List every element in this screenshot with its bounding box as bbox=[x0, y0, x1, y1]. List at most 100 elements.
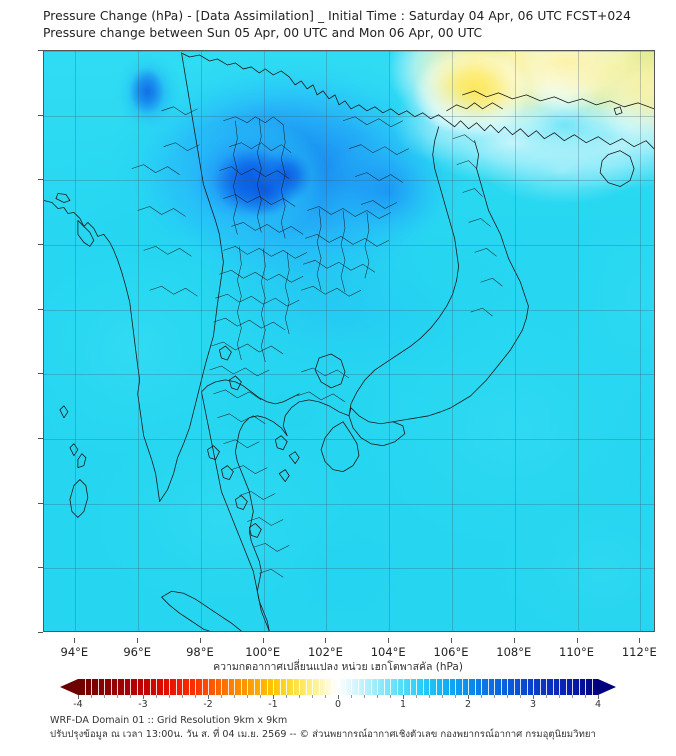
gridline-lat bbox=[44, 568, 654, 570]
colorbar-separator bbox=[104, 679, 105, 695]
lat-tick bbox=[38, 438, 43, 439]
colorbar-separator bbox=[357, 679, 359, 695]
colorbar-separator bbox=[169, 679, 170, 695]
lon-tick-label: 110°E bbox=[559, 645, 595, 659]
lon-tick-label: 106°E bbox=[433, 645, 469, 659]
colorbar-minor-tick bbox=[572, 695, 573, 698]
colorbar-separator bbox=[221, 679, 222, 695]
colorbar-separator bbox=[422, 679, 424, 695]
colorbar-separator bbox=[351, 679, 352, 695]
colorbar-tick-label: 0 bbox=[334, 699, 342, 710]
colorbar-minor-tick bbox=[364, 695, 365, 698]
colorbar-minor-tick bbox=[481, 695, 482, 698]
colorbar-separator bbox=[435, 679, 437, 695]
colorbar-separator bbox=[188, 679, 190, 695]
colorbar-separator bbox=[110, 679, 112, 695]
page-title: Pressure Change (hPa) - [Data Assimilati… bbox=[43, 9, 632, 23]
colorbar-separator bbox=[559, 679, 560, 695]
latitude-axis: 4°N6°N8°N10°N12°N14°N16°N18°N20°N22°N bbox=[0, 50, 43, 633]
colorbar-separator bbox=[338, 679, 339, 695]
colorbar-tick-label: 4 bbox=[594, 699, 602, 710]
colorbar-separator bbox=[292, 679, 294, 695]
colorbar-minor-tick bbox=[351, 695, 352, 698]
colorbar-separator bbox=[325, 679, 326, 695]
lon-tick-label: 94°E bbox=[60, 645, 89, 659]
colorbar-minor-tick bbox=[221, 695, 222, 698]
colorbar-tick bbox=[533, 695, 534, 699]
colorbar-minor-tick bbox=[91, 695, 92, 698]
gridline-lat bbox=[44, 309, 654, 311]
gridline-lat bbox=[44, 180, 654, 182]
colorbar-tick-label: -3 bbox=[138, 699, 148, 710]
colorbar-minor-tick bbox=[117, 695, 118, 698]
colorbar-separator bbox=[429, 679, 430, 695]
colorbar-minor-tick bbox=[234, 695, 235, 698]
colorbar-separator bbox=[520, 679, 521, 695]
colorbar-separator bbox=[136, 679, 138, 695]
colorbar-separator bbox=[494, 679, 495, 695]
colorbar-extend-low-arrow bbox=[60, 679, 78, 695]
lon-tick-label: 104°E bbox=[370, 645, 406, 659]
colorbar-separator bbox=[253, 679, 255, 695]
colorbar-minor-tick bbox=[325, 695, 326, 698]
colorbar-tick bbox=[208, 695, 209, 699]
colorbar-separator bbox=[234, 679, 235, 695]
colorbar-separator bbox=[507, 679, 508, 695]
colorbar-tick bbox=[598, 695, 599, 699]
footer-domain-info: WRF-DA Domain 01 :: Grid Resolution 9km … bbox=[50, 715, 288, 726]
colorbar-separator bbox=[364, 679, 365, 695]
colorbar-band-separators bbox=[78, 679, 598, 695]
colorbar-separator bbox=[260, 679, 261, 695]
longitude-axis: 94°E 96°E 98°E 100°E 102°E 104°E 106°E 108°E 110… bbox=[43, 638, 657, 659]
colorbar-separator bbox=[552, 679, 554, 695]
colorbar-separator bbox=[318, 679, 320, 695]
colorbar-separator bbox=[565, 679, 567, 695]
colorbar-separator bbox=[305, 679, 307, 695]
colorbar-separator bbox=[214, 679, 216, 695]
colorbar-minor-tick bbox=[169, 695, 170, 698]
colorbar-separator bbox=[442, 679, 443, 695]
lon-tick bbox=[388, 638, 390, 643]
colorbar-separator bbox=[377, 679, 378, 695]
colorbar-minor-tick bbox=[494, 695, 495, 698]
colorbar-separator bbox=[455, 679, 456, 695]
colorbar-minor-tick bbox=[312, 695, 313, 698]
gridline-lat bbox=[44, 374, 654, 376]
lon-tick bbox=[74, 638, 76, 643]
colorbar-separator bbox=[474, 679, 476, 695]
gridline-lon bbox=[577, 51, 579, 631]
colorbar-separator bbox=[266, 679, 268, 695]
colorbar-separator bbox=[97, 679, 99, 695]
coastline-border-layer bbox=[44, 52, 654, 631]
colorbar-separator bbox=[585, 679, 586, 695]
colorbar-separator bbox=[468, 679, 469, 695]
colorbar-tick-label: -2 bbox=[203, 699, 213, 710]
colorbar-tick bbox=[403, 695, 404, 699]
colorbar-separator bbox=[240, 679, 242, 695]
colorbar-tick bbox=[468, 695, 469, 699]
lon-tick bbox=[262, 638, 264, 643]
gridline-lon bbox=[200, 51, 202, 631]
colorbar-minor-tick bbox=[377, 695, 378, 698]
colorbar[interactable]: -4 -3 -2 -1 0 1 2 3 4 bbox=[60, 679, 616, 710]
pressure-change-map[interactable] bbox=[43, 50, 655, 632]
map-gridlines bbox=[44, 51, 654, 631]
colorbar-minor-tick bbox=[286, 695, 287, 698]
colorbar-minor-tick bbox=[429, 695, 430, 698]
gridline-lon bbox=[75, 51, 77, 631]
lat-tick bbox=[38, 373, 43, 375]
colorbar-separator bbox=[448, 679, 450, 695]
colorbar-separator bbox=[416, 679, 417, 695]
colorbar-separator bbox=[149, 679, 151, 695]
colorbar-separator bbox=[273, 679, 274, 695]
colorbar-tick-label: -1 bbox=[268, 699, 278, 710]
colorbar-separator bbox=[123, 679, 125, 695]
lon-tick-label: 96°E bbox=[123, 645, 151, 659]
colorbar-separator bbox=[383, 679, 385, 695]
colorbar-extend-high-arrow bbox=[598, 679, 616, 695]
colorbar-separator bbox=[312, 679, 313, 695]
colorbar-separator bbox=[182, 679, 183, 695]
colorbar-separator bbox=[279, 679, 281, 695]
gridline-lat bbox=[44, 245, 654, 246]
colorbar-tick-label: 1 bbox=[399, 699, 407, 710]
